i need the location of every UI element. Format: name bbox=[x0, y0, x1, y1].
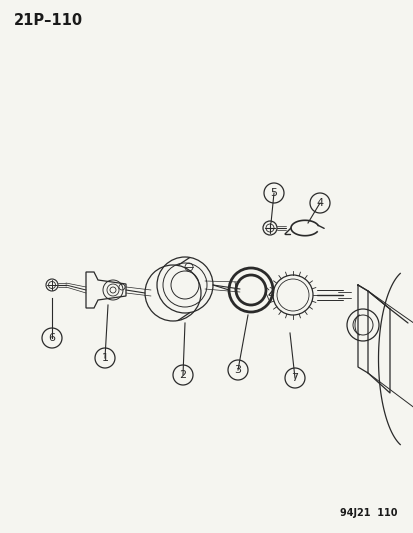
Text: 3: 3 bbox=[234, 365, 241, 375]
Text: 1: 1 bbox=[101, 353, 108, 363]
Text: 2: 2 bbox=[179, 370, 186, 380]
Text: 6: 6 bbox=[48, 333, 55, 343]
Text: 21P–110: 21P–110 bbox=[14, 13, 83, 28]
Text: 5: 5 bbox=[270, 188, 277, 198]
Text: 94J21  110: 94J21 110 bbox=[339, 508, 397, 518]
Text: 7: 7 bbox=[291, 373, 298, 383]
Text: 4: 4 bbox=[316, 198, 323, 208]
